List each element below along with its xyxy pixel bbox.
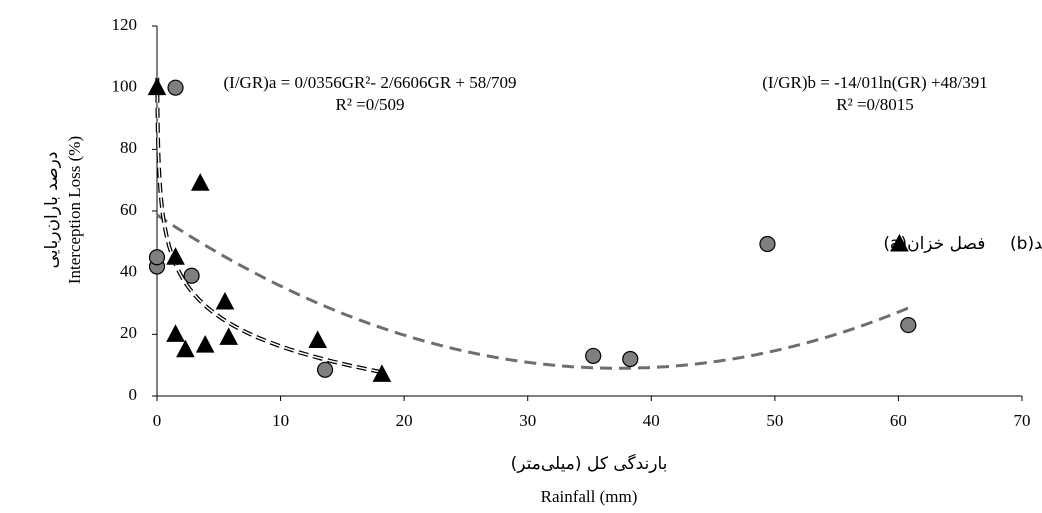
- legend-label: فصل رشد(b): [1010, 234, 1042, 254]
- circle-point: [900, 316, 917, 334]
- triangle-point: [166, 247, 185, 265]
- x-tick-label: 40: [643, 411, 660, 430]
- y-tick-label: 120: [112, 15, 138, 34]
- triangle-point: [176, 339, 195, 358]
- x-tick-label: 30: [519, 411, 536, 430]
- triangle-point: [147, 77, 167, 96]
- x-axis-title-en: Rainfall (mm): [541, 487, 638, 506]
- x-tick-label: 60: [890, 411, 907, 430]
- equation: (I/GR)a = 0/0356GR²- 2/6606GR + 58/709: [224, 73, 517, 92]
- trendline-inner: [156, 77, 380, 373]
- triangle-point: [195, 335, 215, 353]
- y-tick-label: 40: [120, 262, 137, 281]
- circle-point: [167, 79, 184, 96]
- circle-point: [316, 361, 334, 378]
- legend-label: فصل خزان(a): [883, 234, 985, 254]
- circle-point: [183, 267, 200, 284]
- trendline: [155, 77, 380, 374]
- r-squared: R² =0/509: [336, 95, 405, 114]
- x-tick-label: 0: [153, 411, 162, 430]
- legend-marker: [759, 235, 776, 253]
- y-tick-label: 0: [129, 385, 138, 404]
- triangle-point: [372, 364, 392, 382]
- x-tick-label: 10: [272, 411, 289, 430]
- y-tick-label: 60: [120, 200, 137, 219]
- y-tick-label: 20: [120, 323, 137, 342]
- triangle-point: [166, 324, 185, 342]
- triangle-point: [215, 291, 235, 310]
- circle-point: [622, 350, 639, 368]
- y-axis-title: درصد باران‌ربایی: [42, 152, 62, 269]
- triangle-point: [308, 330, 327, 348]
- triangle-point: [190, 173, 210, 191]
- x-tick-label: 50: [766, 411, 783, 430]
- y-tick-label: 100: [112, 77, 138, 96]
- x-axis-title: بارندگی کل (میلی‌متر): [511, 453, 668, 474]
- y-tick-label: 80: [120, 138, 137, 157]
- y-axis-title-en: Interception Loss (%): [65, 136, 84, 284]
- equation: (I/GR)b = -14/01ln(GR) +48/391: [762, 73, 988, 92]
- x-tick-label: 20: [396, 411, 413, 430]
- legend-marker: [890, 233, 909, 252]
- triangle-point: [219, 327, 239, 345]
- circle-point: [148, 249, 166, 266]
- trendline: [156, 213, 912, 370]
- r-squared: R² =0/8015: [836, 95, 914, 114]
- circle-point: [585, 347, 602, 365]
- x-tick-label: 70: [1014, 411, 1031, 430]
